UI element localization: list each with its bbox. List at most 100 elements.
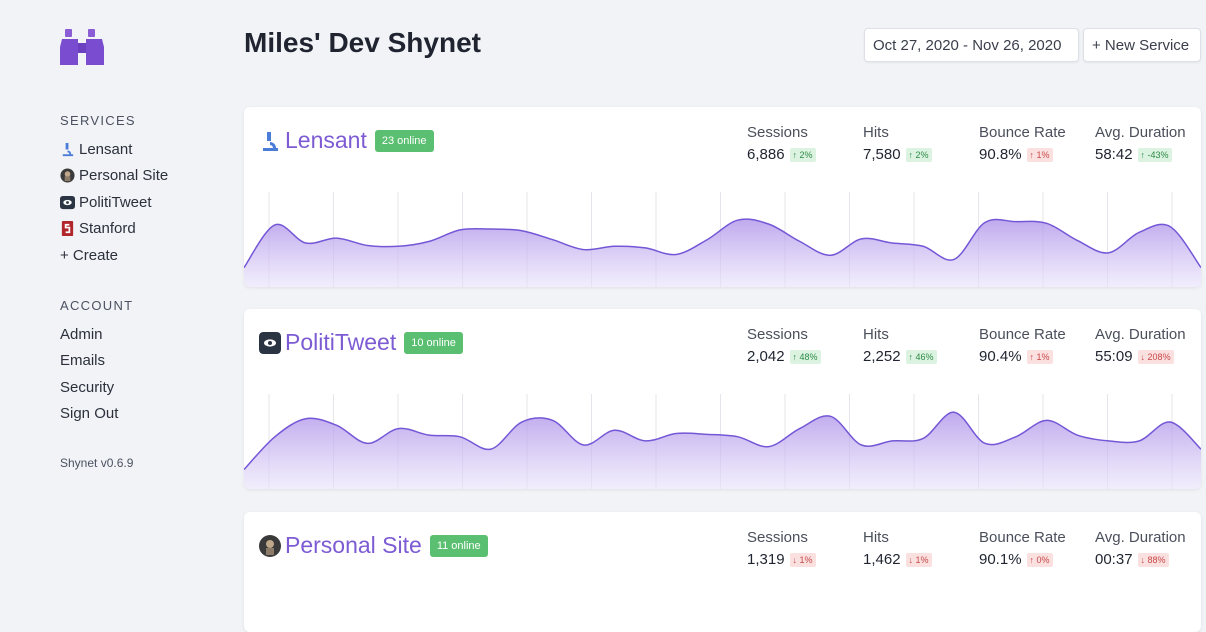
service-stats: Sessions 6,886 ↑ 2% Hits 7,580 ↑ 2% Bounce… [747, 124, 1201, 163]
stat-label: Bounce Rate [979, 124, 1066, 141]
sidebar-item-label: Personal Site [79, 167, 169, 185]
services-heading: SERVICES [60, 113, 136, 128]
stat-label: Sessions [747, 326, 808, 343]
stat-value: 7,580 [863, 146, 901, 163]
avg-duration-stat: Avg. Duration 55:09 ↓ 208% [1095, 326, 1201, 365]
stat-label: Sessions [747, 124, 808, 141]
service-card-header: PolitiTweet 10 online [259, 329, 463, 356]
stat-value: 2,252 [863, 348, 901, 365]
sidebar-item-lensant[interactable]: Lensant [60, 136, 168, 163]
sidebar-item-label: Sign Out [60, 405, 119, 423]
delta-badge: ↑ 1% [1026, 147, 1053, 162]
stat-label: Avg. Duration [1095, 529, 1186, 546]
account-section: ACCOUNT Admin Emails Security Sign Out [60, 298, 133, 427]
stat-label: Hits [863, 529, 889, 546]
stat-label: Hits [863, 326, 889, 343]
stat-value: 90.1% [979, 551, 1022, 568]
service-card-header: Lensant 23 online [259, 127, 434, 154]
version-label: Shynet v0.6.9 [60, 456, 134, 470]
online-badge: 11 online [429, 534, 488, 557]
stat-label: Avg. Duration [1095, 124, 1186, 141]
sessions-stat: Sessions 6,886 ↑ 2% [747, 124, 863, 163]
hits-stat: Hits 7,580 ↑ 2% [863, 124, 979, 163]
stat-value: 55:09 [1095, 348, 1133, 365]
stat-value: 1,462 [863, 551, 901, 568]
service-name-link[interactable]: PolitiTweet [285, 329, 397, 355]
delta-badge: ↑ 2% [789, 147, 816, 162]
sidebar-item-label: + Create [60, 246, 118, 264]
sidebar-item-polititweet[interactable]: PolitiTweet [60, 189, 168, 216]
sidebar-item-admin[interactable]: Admin [60, 321, 133, 348]
delta-badge: ↑ 1% [1026, 349, 1053, 364]
page-title: Miles' Dev Shynet [244, 27, 481, 58]
chart-area [244, 219, 1201, 287]
service-stats: Sessions 1,319 ↓ 1% Hits 1,462 ↓ 1% Bounce… [747, 529, 1201, 568]
eye-icon [60, 195, 75, 209]
avg-duration-stat: Avg. Duration 00:37 ↓ 88% [1095, 529, 1201, 568]
chart-line [244, 411, 1201, 471]
service-card-header: Personal Site 11 online [259, 532, 488, 559]
delta-badge: ↑ 2% [905, 147, 932, 162]
new-service-button[interactable]: + New Service [1083, 28, 1201, 62]
avatar-icon [60, 168, 75, 183]
stat-value: 58:42 [1095, 146, 1133, 163]
stat-value: 90.4% [979, 348, 1022, 365]
avatar-icon [259, 534, 281, 557]
stat-label: Bounce Rate [979, 529, 1066, 546]
bounce-rate-stat: Bounce Rate 90.8% ↑ 1% [979, 124, 1095, 163]
service-card-personal-site[interactable]: Personal Site 11 online Sessions 1,319 ↓ … [244, 512, 1201, 632]
stat-label: Bounce Rate [979, 326, 1066, 343]
sidebar-item-security[interactable]: Security [60, 374, 133, 401]
stat-value: 1,319 [747, 551, 785, 568]
delta-badge: ↓ 208% [1137, 349, 1174, 364]
hits-stat: Hits 1,462 ↓ 1% [863, 529, 979, 568]
sidebar-item-sign-out[interactable]: Sign Out [60, 401, 133, 428]
online-badge: 10 online [404, 331, 463, 354]
binoculars-logo-icon[interactable] [58, 27, 106, 67]
stanford-logo-icon [61, 221, 74, 237]
service-name-link[interactable]: Personal Site [285, 532, 422, 558]
sessions-area-chart [244, 394, 1201, 489]
delta-badge: ↑ -43% [1137, 147, 1172, 162]
sessions-area-chart [244, 192, 1201, 287]
sidebar: SERVICES Lensant Personal Site PolitiTwe… [0, 0, 230, 580]
online-badge: 23 online [374, 129, 434, 152]
microscope-icon [263, 131, 278, 151]
stat-value: 00:37 [1095, 551, 1133, 568]
sidebar-item-emails[interactable]: Emails [60, 348, 133, 375]
sidebar-item-stanford[interactable]: Stanford [60, 216, 168, 243]
microscope-icon [62, 142, 74, 156]
service-card-lensant[interactable]: Lensant 23 online Sessions 6,886 ↑ 2% Hit… [244, 107, 1201, 287]
delta-badge: ↑ 46% [905, 349, 937, 364]
service-card-polititweet[interactable]: PolitiTweet 10 online Sessions 2,042 ↑ 48… [244, 309, 1201, 489]
eye-icon [259, 331, 281, 354]
avg-duration-stat: Avg. Duration 58:42 ↑ -43% [1095, 124, 1201, 163]
stat-label: Sessions [747, 529, 808, 546]
delta-badge: ↓ 88% [1137, 552, 1169, 567]
stat-label: Hits [863, 124, 889, 141]
stat-label: Avg. Duration [1095, 326, 1186, 343]
delta-badge: ↓ 1% [905, 552, 932, 567]
sidebar-item-label: Security [60, 378, 115, 396]
sessions-stat: Sessions 2,042 ↑ 48% [747, 326, 863, 365]
bounce-rate-stat: Bounce Rate 90.1% ↑ 0% [979, 529, 1095, 568]
bounce-rate-stat: Bounce Rate 90.4% ↑ 1% [979, 326, 1095, 365]
service-name-link[interactable]: Lensant [285, 127, 367, 153]
account-heading: ACCOUNT [60, 298, 134, 313]
date-range-button[interactable]: Oct 27, 2020 - Nov 26, 2020 [864, 28, 1079, 62]
sidebar-item-personal-site[interactable]: Personal Site [60, 163, 168, 190]
stat-value: 90.8% [979, 146, 1022, 163]
chart-line [244, 218, 1201, 269]
sidebar-item-label: Lensant [79, 140, 133, 158]
chart-area [244, 412, 1201, 489]
delta-badge: ↑ 0% [1026, 552, 1053, 567]
stat-value: 6,886 [747, 146, 785, 163]
delta-badge: ↑ 48% [789, 349, 821, 364]
sidebar-item-label: Emails [60, 352, 106, 370]
sessions-stat: Sessions 1,319 ↓ 1% [747, 529, 863, 568]
services-section: SERVICES Lensant Personal Site PolitiTwe… [60, 113, 168, 269]
sidebar-item-create[interactable]: + Create [60, 242, 168, 269]
hits-stat: Hits 2,252 ↑ 46% [863, 326, 979, 365]
sidebar-item-label: Admin [60, 325, 103, 343]
sidebar-item-label: Stanford [79, 220, 136, 238]
